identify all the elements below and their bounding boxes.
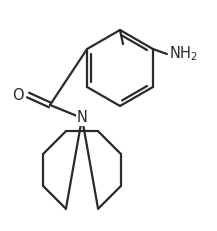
Text: N: N <box>77 110 87 125</box>
Text: NH$_2$: NH$_2$ <box>169 45 198 63</box>
Text: O: O <box>12 88 24 103</box>
